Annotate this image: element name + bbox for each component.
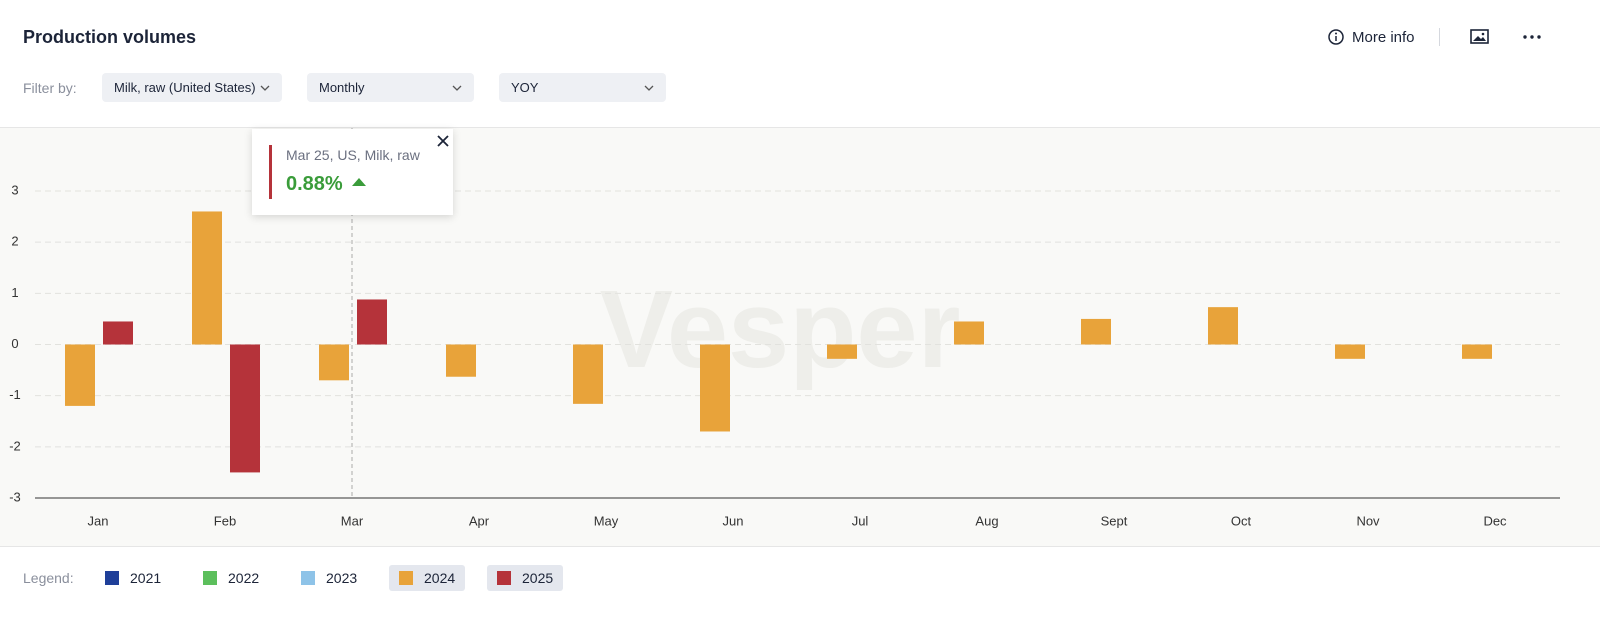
legend-text: 2023 [326, 570, 358, 586]
bar [1462, 344, 1492, 359]
chevron [452, 85, 462, 91]
legend-swatch [301, 571, 315, 585]
bar [230, 344, 260, 473]
legend-label: Legend: [23, 570, 74, 586]
y-tick-label: 0 [11, 336, 18, 351]
watermark: Vesper [600, 268, 961, 391]
divider [1439, 28, 1440, 46]
tooltip-title: Mar 25, US, Milk, raw [286, 147, 420, 163]
title: Production volumes [23, 27, 197, 47]
legend-swatch [203, 571, 217, 585]
bar [319, 344, 349, 381]
y-tick-label: 3 [11, 182, 18, 197]
x-tick-label: Jul [852, 513, 869, 528]
x-tick-label: Sept [1101, 513, 1128, 528]
bar [1081, 318, 1111, 345]
up-arrow [352, 178, 366, 186]
chevron [260, 85, 270, 91]
chevron [644, 85, 654, 91]
filter-text: YOY [511, 80, 539, 95]
filter-dropdown[interactable]: YOY [499, 73, 666, 102]
y-tick-label: 2 [11, 234, 18, 249]
x-tick-label: Nov [1356, 513, 1380, 528]
chart: Vesper -3 -2 -1 0 1 2 3 Jan Feb Mar Apr May Jun Jul Au… [9, 128, 1560, 528]
bar [1208, 307, 1238, 345]
more-info[interactable]: More info [1327, 28, 1415, 46]
x-tick-label: Mar [341, 513, 364, 528]
filter-label: Filter by: [23, 80, 77, 96]
bar [446, 344, 476, 377]
x-tick-label: May [594, 513, 619, 528]
y-tick-label: -3 [9, 489, 21, 504]
bar [65, 344, 95, 406]
legend-item[interactable]: 2021 [95, 565, 171, 591]
y-tick-label: 1 [11, 285, 18, 300]
x-tick-label: Apr [469, 513, 490, 528]
bar [700, 344, 730, 432]
legend-swatch [497, 571, 511, 585]
legend-text: 2025 [522, 570, 554, 586]
bar [954, 321, 984, 345]
legend-text: 2024 [424, 570, 456, 586]
close-icon[interactable] [436, 134, 450, 148]
legend-swatch [399, 571, 413, 585]
bar [357, 299, 387, 345]
legend: Legend: 2021 2022 2023 2024 2025 [0, 563, 1600, 593]
y-tick-label: -1 [9, 387, 21, 402]
filter-dropdown[interactable]: Monthly [307, 73, 474, 102]
x-tick-label: Aug [975, 513, 998, 528]
bar [573, 344, 603, 404]
legend-item[interactable]: 2022 [193, 565, 269, 591]
bar [827, 344, 857, 359]
x-tick-label: Dec [1483, 513, 1507, 528]
image-icon[interactable] [1470, 28, 1490, 46]
x-tick-label: Feb [214, 513, 236, 528]
legend-text: 2022 [228, 570, 260, 586]
x-tick-label: Oct [1231, 513, 1252, 528]
more-icon[interactable] [1522, 30, 1542, 44]
filter-text: Monthly [319, 80, 365, 95]
chart-area: Vesper -3 -2 -1 0 1 2 3 Jan Feb Mar Apr May Jun Jul Au… [0, 127, 1600, 547]
filter-text: Milk, raw (United States) [114, 80, 256, 95]
legend-item[interactable]: 2025 [487, 565, 564, 591]
x-tick-label: Jan [88, 513, 109, 528]
bar [1335, 344, 1365, 359]
bar [192, 211, 222, 345]
tooltip: Mar 25, US, Milk, raw 0.88% [252, 129, 453, 215]
bar [103, 321, 133, 345]
more-info-text: More info [1352, 28, 1415, 46]
legend-item[interactable]: 2024 [389, 565, 466, 591]
legend-item[interactable]: 2023 [291, 565, 367, 591]
legend-swatch [105, 571, 119, 585]
tooltip-swatch [269, 145, 272, 199]
info-icon [1328, 29, 1344, 45]
filter-dropdown[interactable]: Milk, raw (United States) [102, 73, 282, 102]
legend-text: 2021 [130, 570, 162, 586]
tooltip-value: 0.88% [286, 173, 343, 195]
y-tick-label: -2 [9, 438, 21, 453]
x-tick-label: Jun [723, 513, 744, 528]
